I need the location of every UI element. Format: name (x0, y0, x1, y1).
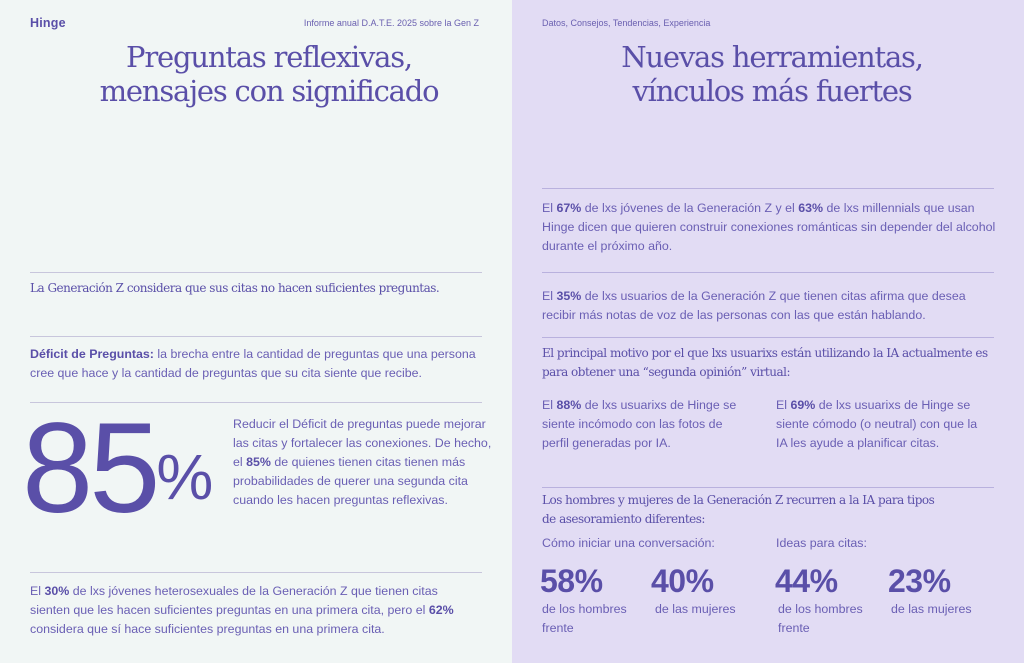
divider (542, 188, 994, 189)
date-ideas-label: Ideas para citas: (776, 536, 867, 550)
deficit-definition-text: la brecha entre la cantidad de preguntas… (30, 347, 476, 380)
divider (30, 402, 482, 403)
alcohol-stat: El 67% de lxs jóvenes de la Generación Z… (542, 199, 997, 256)
report-label: Informe anual D.A.T.E. 2025 sobre la Gen… (303, 18, 479, 28)
stat-58: 58% (540, 563, 603, 599)
title-line-1: Nuevas herramientas, (621, 40, 924, 74)
title-line-1: Preguntas reflexivas, (126, 40, 413, 74)
big-stat-85: 85% (22, 404, 213, 534)
text: de lxs usuarixs de Hinge se siente cómod… (776, 398, 978, 450)
left-page-title: Preguntas reflexivas, mensajes con signi… (0, 40, 512, 108)
ai-planning-stat: El 69% de lxs usuarixs de Hinge se sient… (776, 396, 986, 453)
stat-44: 44% (775, 563, 838, 599)
big-stat-description: Reducir el Déficit de preguntas puede me… (233, 415, 493, 510)
highlight-35: 35% (556, 289, 582, 303)
deficit-term: Déficit de Preguntas: (30, 347, 154, 361)
text: El (542, 289, 557, 303)
men-label: de los hombres frente (542, 602, 627, 635)
percent-sign: % (156, 441, 214, 513)
first-date-questions-stat: El 30% de lxs jóvenes heterosexuales de … (30, 582, 480, 639)
divider (542, 337, 994, 338)
text: de lxs usuarixs de Hinge se siente incóm… (542, 398, 737, 450)
conversation-label: Cómo iniciar una conversación: (542, 536, 715, 550)
divider (542, 487, 994, 488)
highlight-85: 85% (246, 455, 271, 469)
stat-40: 40% (651, 563, 714, 599)
text: El (776, 398, 791, 412)
divider (30, 336, 482, 337)
highlight-30: 30% (44, 584, 70, 598)
highlight-88: 88% (556, 398, 582, 412)
highlight-63: 63% (798, 201, 824, 215)
text: El (542, 398, 557, 412)
ai-photos-stat: El 88% de lxs usuarixs de Hinge se sient… (542, 396, 747, 453)
right-page-title: Nuevas herramientas, vínculos más fuerte… (512, 40, 1024, 108)
text: Reducir el Déficit de preguntas puede me… (233, 417, 492, 469)
hinge-logo: Hinge (30, 16, 66, 30)
text: El (30, 584, 45, 598)
text: de lxs usuarios de la Generación Z que t… (542, 289, 966, 322)
title-line-2: mensajes con significado (99, 74, 440, 108)
divider (30, 572, 482, 573)
voice-notes-stat: El 35% de lxs usuarios de la Generación … (542, 287, 997, 325)
stat-23: 23% (888, 563, 951, 599)
text: considera que sí hace suficientes pregun… (30, 622, 385, 636)
highlight-69: 69% (790, 398, 816, 412)
men-label: de los hombres frente (778, 602, 863, 635)
text: de lxs jóvenes heterosexuales de la Gene… (30, 584, 438, 617)
text: El (542, 201, 557, 215)
highlight-67: 67% (556, 201, 582, 215)
text: de quienes tienen citas tienen más proba… (233, 455, 468, 507)
left-page: Hinge Informe anual D.A.T.E. 2025 sobre … (0, 0, 512, 663)
gender-heading: Los hombres y mujeres de la Generación Z… (542, 493, 935, 526)
divider (542, 272, 994, 273)
big-stat-number: 85 (22, 397, 160, 540)
deficit-definition: Déficit de Preguntas: la brecha entre la… (30, 345, 486, 383)
text: de lxs millennials que usan Hinge dicen … (542, 201, 996, 253)
women-label: de las mujeres (891, 602, 972, 616)
divider (30, 272, 482, 273)
women-label: de las mujeres (655, 602, 736, 616)
right-page: Datos, Consejos, Tendencias, Experiencia… (512, 0, 1024, 663)
category-tags: Datos, Consejos, Tendencias, Experiencia (542, 18, 711, 28)
title-line-2: vínculos más fuertes (632, 74, 912, 108)
highlight-62: 62% (428, 603, 454, 617)
intro-text: La Generación Z considera que sus citas … (30, 281, 440, 295)
text: de lxs jóvenes de la Generación Z y el (581, 201, 799, 215)
ai-heading: El principal motivo por el que lxs usuar… (542, 346, 988, 379)
